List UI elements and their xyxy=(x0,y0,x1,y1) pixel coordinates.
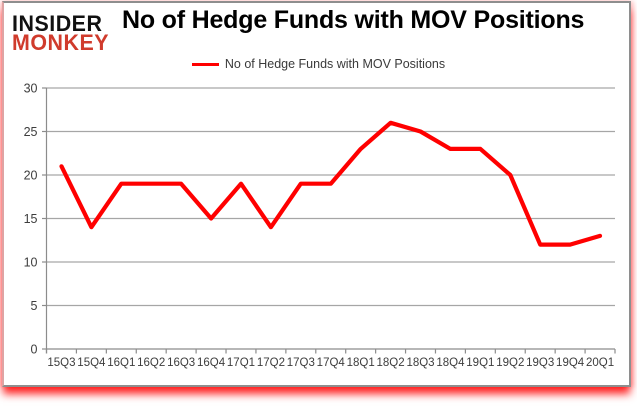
y-axis-label: 15 xyxy=(24,212,38,226)
x-axis-label: 19Q3 xyxy=(526,357,554,369)
y-axis-label: 25 xyxy=(24,125,38,139)
legend-label: No of Hedge Funds with MOV Positions xyxy=(224,57,446,71)
series-line xyxy=(59,120,603,247)
x-axis-label: 18Q1 xyxy=(347,357,375,369)
x-axis-label: 16Q4 xyxy=(197,357,226,369)
x-axis-label: 20Q1 xyxy=(586,357,614,369)
x-axis-label: 18Q3 xyxy=(406,357,434,369)
chart-legend: No of Hedge Funds with MOV Positions xyxy=(0,55,637,73)
y-axis-label: 20 xyxy=(24,169,38,183)
y-axis-label: 5 xyxy=(31,299,38,313)
insider-monkey-logo: INSIDER MONKEY xyxy=(12,11,110,56)
x-axis-label: 18Q4 xyxy=(436,357,465,369)
x-axis-label: 16Q1 xyxy=(107,357,135,369)
x-axis-label: 15Q3 xyxy=(47,357,75,369)
logo-text-monkey: MONKEY xyxy=(12,30,110,56)
x-axis-label: 17Q4 xyxy=(317,357,346,369)
x-axis-label: 19Q1 xyxy=(466,357,494,369)
y-axis-label: 0 xyxy=(31,343,38,357)
x-axis-label: 16Q3 xyxy=(167,357,195,369)
x-axis-label: 17Q1 xyxy=(227,357,255,369)
x-axis-label: 17Q3 xyxy=(287,357,315,369)
chart-title: No of Hedge Funds with MOV Positions xyxy=(122,6,585,34)
y-axis-label: 30 xyxy=(24,82,38,96)
chart-frame xyxy=(2,1,631,387)
x-axis-label: 15Q4 xyxy=(77,357,106,369)
logo-text-insider: INSIDER xyxy=(12,11,103,37)
x-axis-label: 17Q2 xyxy=(257,357,285,369)
x-axis-label: 19Q2 xyxy=(496,357,524,369)
x-axis-label: 19Q4 xyxy=(556,357,585,369)
x-axis-label: 16Q2 xyxy=(137,357,165,369)
legend-line-swatch xyxy=(191,62,219,66)
x-axis-label: 18Q2 xyxy=(377,357,405,369)
y-axis-label: 10 xyxy=(24,256,38,270)
